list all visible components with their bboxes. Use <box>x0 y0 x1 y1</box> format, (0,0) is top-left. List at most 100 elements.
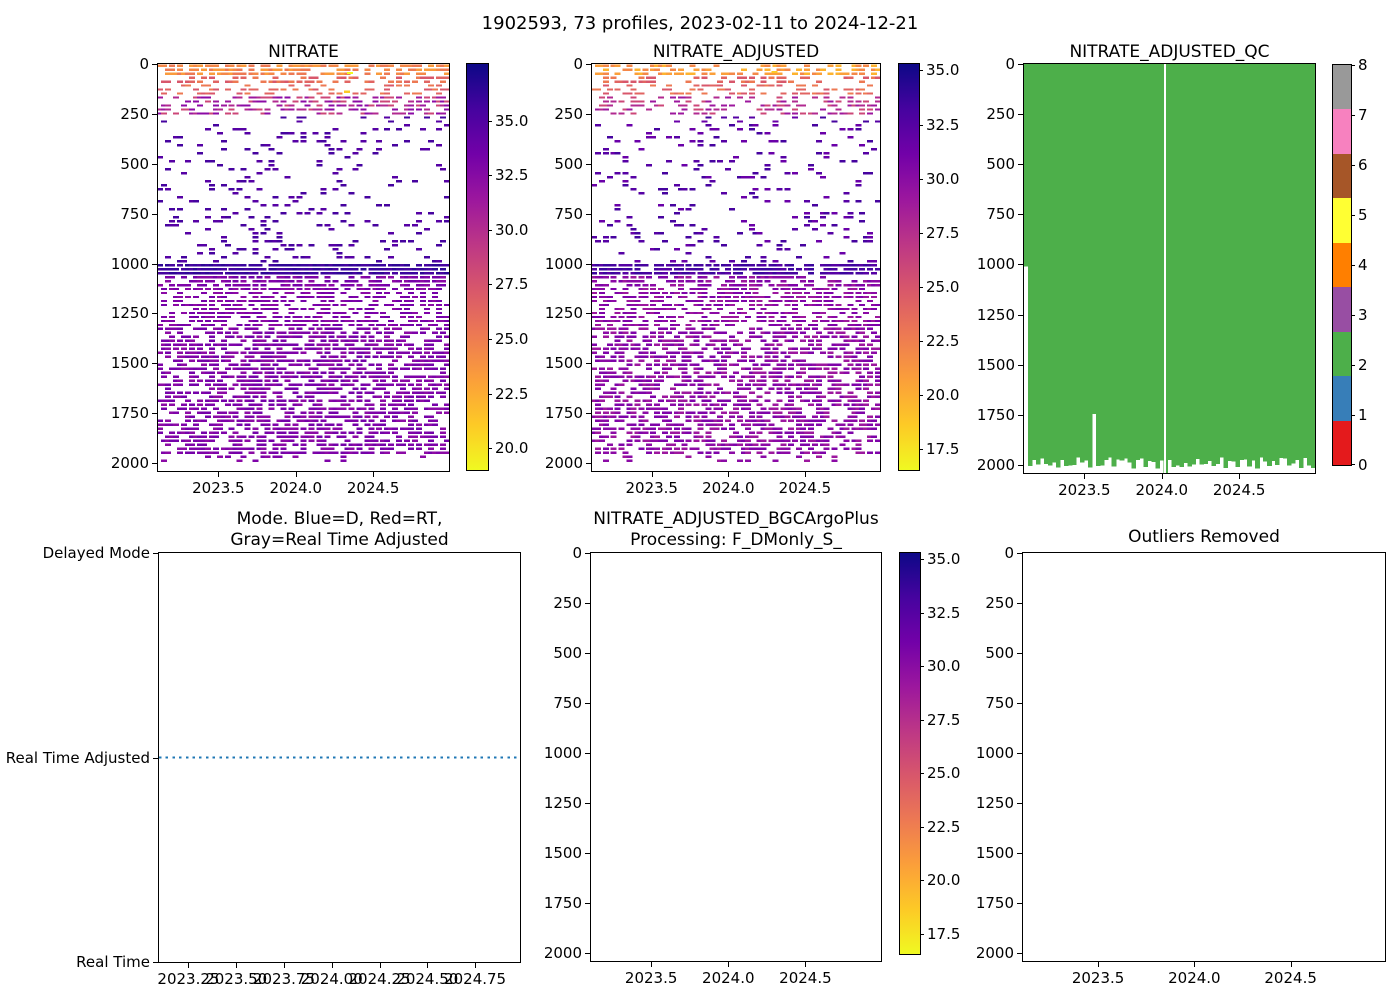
y-tick-mark <box>1017 703 1022 704</box>
colorbar-tick-label: 6 <box>1358 156 1368 174</box>
x-tick-label: 2024.25 <box>348 970 411 988</box>
x-tick-label: 2024.5 <box>778 479 832 497</box>
x-tick-label: 2023.75 <box>252 970 315 988</box>
y-tick-label: 0 <box>1005 55 1015 73</box>
x-tick-label: 2023.5 <box>192 479 245 497</box>
y-tick-mark <box>152 113 157 115</box>
y-tick-label: 1250 <box>110 304 149 323</box>
y-tick-mark <box>1018 114 1023 116</box>
y-tick-mark <box>1018 414 1023 416</box>
colorbar-tick-label: 27.5 <box>926 223 960 242</box>
y-tick-label: 1750 <box>976 405 1015 424</box>
colorbar-tick-label: 32.5 <box>495 166 529 185</box>
y-tick-label: 500 <box>553 644 582 662</box>
y-tick-mark <box>585 953 590 954</box>
panel-title-nitrate-adjusted: NITRATE_ADJUSTED <box>652 42 820 62</box>
colorbar-nitrate: 35.0 32.5 30.0 27.5 25.0 22.5 20.0 <box>466 63 528 471</box>
colorbar-bgcargoplus: 35.0 32.5 30.0 27.5 25.0 22.5 20.0 17.5 <box>899 550 960 955</box>
y-tick-mark <box>1018 64 1023 65</box>
y-tick-mark <box>585 853 590 854</box>
x-tick-label: 2024.0 <box>702 969 755 987</box>
colorbar-tick-label: 35.0 <box>495 111 529 130</box>
y-tick-mark <box>153 757 158 759</box>
colorbar-segment <box>1333 287 1351 332</box>
y-tick-mark <box>1017 903 1022 904</box>
y-tick-mark <box>585 803 590 804</box>
x-tick-label: 2023.5 <box>624 969 678 987</box>
x-tick-label: 2024.5 <box>779 969 832 987</box>
colorbar-tick-mark <box>488 339 492 341</box>
y-tick-label: 750 <box>986 205 1015 224</box>
y-tick-mark <box>1017 653 1022 654</box>
y-tick-mark <box>1018 314 1023 316</box>
y-tick-mark <box>153 962 158 963</box>
plot-nitrate-adjusted-qc: 2023.5 2024.0 2024.5 0 250 500 750 1000 1250 1500… <box>977 55 1316 499</box>
x-tick-mark <box>236 963 238 968</box>
y-tick-mark <box>152 363 157 365</box>
panel-title-bgcargoplus: NITRATE_ADJUSTED_BGCArgoPlus Processing:… <box>593 509 879 550</box>
colorbar-tick-label: 27.5 <box>495 275 529 294</box>
colorbar-tick-mark <box>1351 115 1355 116</box>
y-tick-mark <box>585 903 590 904</box>
y-tick-mark <box>1017 953 1022 954</box>
y-tick-label: 1000 <box>110 254 149 273</box>
y-tick-label: 250 <box>985 594 1014 612</box>
y-tick-label: 1500 <box>544 354 583 373</box>
y-tick-label: 1500 <box>975 844 1014 862</box>
colorbar-tick-mark <box>488 120 492 122</box>
y-tick-mark <box>1017 853 1022 854</box>
colorbar-tick-label: 32.5 <box>927 603 961 622</box>
colorbar-tick-label: 30.0 <box>926 169 960 188</box>
colorbar-tick-label: 25.0 <box>927 764 961 783</box>
y-tick-mark <box>1018 164 1023 166</box>
panel-title-outliers-removed: Outliers Removed <box>1128 527 1280 547</box>
y-tick-mark <box>152 463 157 465</box>
colorbar-segment <box>1333 331 1351 377</box>
y-tick-label: 2000 <box>110 454 149 473</box>
colorbar-tick-mark <box>488 393 492 395</box>
colorbar-tick-mark <box>1351 415 1355 416</box>
y-tick-mark <box>1018 264 1023 266</box>
colorbar-tick-mark <box>920 826 924 828</box>
y-tick-label: 1750 <box>975 894 1014 912</box>
x-tick-label: 2024.5 <box>346 479 400 497</box>
colorbar-tick-label: 35.0 <box>927 550 961 569</box>
y-tick-label: 1000 <box>975 744 1014 762</box>
x-tick-mark <box>804 472 806 477</box>
y-tick-label: 1500 <box>110 354 149 373</box>
y-tick-label: 250 <box>986 105 1015 124</box>
x-tick-label: 2023.5 <box>1058 481 1111 499</box>
y-tick-mark <box>586 363 591 365</box>
panel-title-mode: Mode. Blue=D, Red=RT, Gray=Real Time Adj… <box>230 509 449 550</box>
colorbar-tick-label: 7 <box>1358 106 1368 124</box>
y-tick-label: 250 <box>553 594 582 612</box>
x-tick-label: 2024.5 <box>1264 969 1317 987</box>
x-tick-label: 2023.5 <box>625 479 678 497</box>
y-tick-label: 500 <box>986 155 1015 174</box>
x-tick-label: 2024.75 <box>444 970 507 988</box>
y-tick-mark <box>153 553 158 554</box>
colorbar-tick-label: 20.0 <box>495 439 529 458</box>
colorbar-tick-mark <box>919 341 923 343</box>
x-tick-mark <box>331 963 333 968</box>
x-tick-mark <box>651 962 653 967</box>
x-tick-mark <box>373 472 375 477</box>
plot-mode: 2023.25 2023.50 2023.75 2024.00 2024.25 2024.… <box>6 544 521 988</box>
colorbar-tick-label: 17.5 <box>926 440 960 459</box>
colorbar-tick-mark <box>1351 165 1355 166</box>
colorbar-tick-mark <box>488 229 492 231</box>
y-tick-label: 0 <box>572 544 582 562</box>
colorbar-nitrate-adjusted: 35.0 32.5 30.0 27.5 25.0 22.5 20.0 17.5 <box>898 61 959 471</box>
y-tick-label: 1250 <box>976 305 1015 324</box>
y-tick-label: Real Time Adjusted <box>5 748 150 767</box>
colorbar-tick-label: 22.5 <box>927 817 961 836</box>
plot-bgcargoplus: 2023.5 2024.0 2024.5 0 250 500 750 1000 1250 1500… <box>544 544 882 987</box>
y-tick-label: 750 <box>120 204 149 223</box>
x-tick-mark <box>283 963 285 968</box>
y-tick-mark <box>1018 364 1023 366</box>
y-tick-mark <box>586 64 591 65</box>
x-tick-mark <box>728 472 730 477</box>
y-tick-label: 250 <box>120 104 149 123</box>
colorbar-segment <box>1333 109 1351 154</box>
x-tick-label: 2023.25 <box>157 970 220 988</box>
